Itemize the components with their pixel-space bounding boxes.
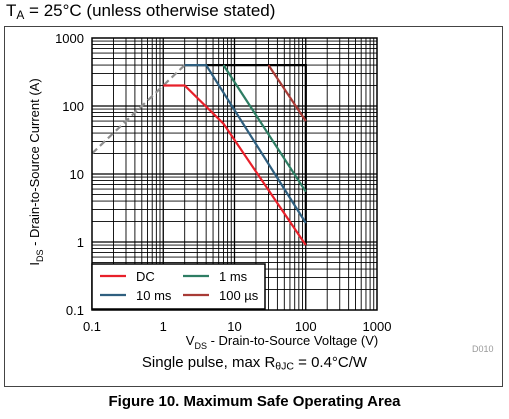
y-tick-label: 100 bbox=[62, 99, 84, 114]
y-tick-label: 1000 bbox=[55, 31, 84, 46]
series-line-100-s bbox=[267, 64, 307, 122]
x-axis-label: VDS - Drain-to-Source Voltage (V) bbox=[186, 333, 378, 351]
plot-area-border bbox=[91, 37, 378, 311]
legend-box bbox=[91, 263, 266, 310]
test-conditions: TA = 25°C (unless otherwise stated) bbox=[6, 1, 276, 22]
legend-label: 1 ms bbox=[219, 269, 248, 284]
y-tick-label: 10 bbox=[70, 167, 84, 182]
x-tick-label: 1000 bbox=[363, 319, 392, 334]
y-axis-label: IDS - Drain-to-Source Current (A) bbox=[27, 78, 45, 265]
y-tick-label: 1 bbox=[77, 235, 84, 250]
series-line-1-ms bbox=[222, 64, 307, 193]
x-tick-label: 100 bbox=[295, 319, 317, 334]
chart-frame bbox=[4, 26, 503, 387]
x-tick-label: 0.1 bbox=[83, 319, 101, 334]
figure-caption: Figure 10. Maximum Safe Operating Area bbox=[108, 393, 401, 410]
chart-lines bbox=[91, 63, 307, 246]
series-line-10-ms bbox=[184, 63, 307, 224]
legend-label: 10 ms bbox=[136, 288, 172, 303]
footnote: Single pulse, max RθJC = 0.4°C/W bbox=[141, 354, 368, 373]
series-line-dc bbox=[163, 84, 307, 246]
y-tick-label: 0.1 bbox=[66, 303, 84, 318]
figure-code: D010 bbox=[472, 344, 494, 354]
tick-labels: 0.1 1 10 100 1000 0.1 1 10 100 1000 bbox=[55, 31, 391, 334]
chart-legend: DC 1 ms 10 ms 100 µs bbox=[91, 263, 266, 310]
legend-label: 100 µs bbox=[219, 288, 259, 303]
x-tick-label: 1 bbox=[160, 319, 167, 334]
x-tick-label: 10 bbox=[227, 319, 241, 334]
legend-label: DC bbox=[136, 269, 155, 284]
soa-boundary-line bbox=[184, 63, 307, 246]
